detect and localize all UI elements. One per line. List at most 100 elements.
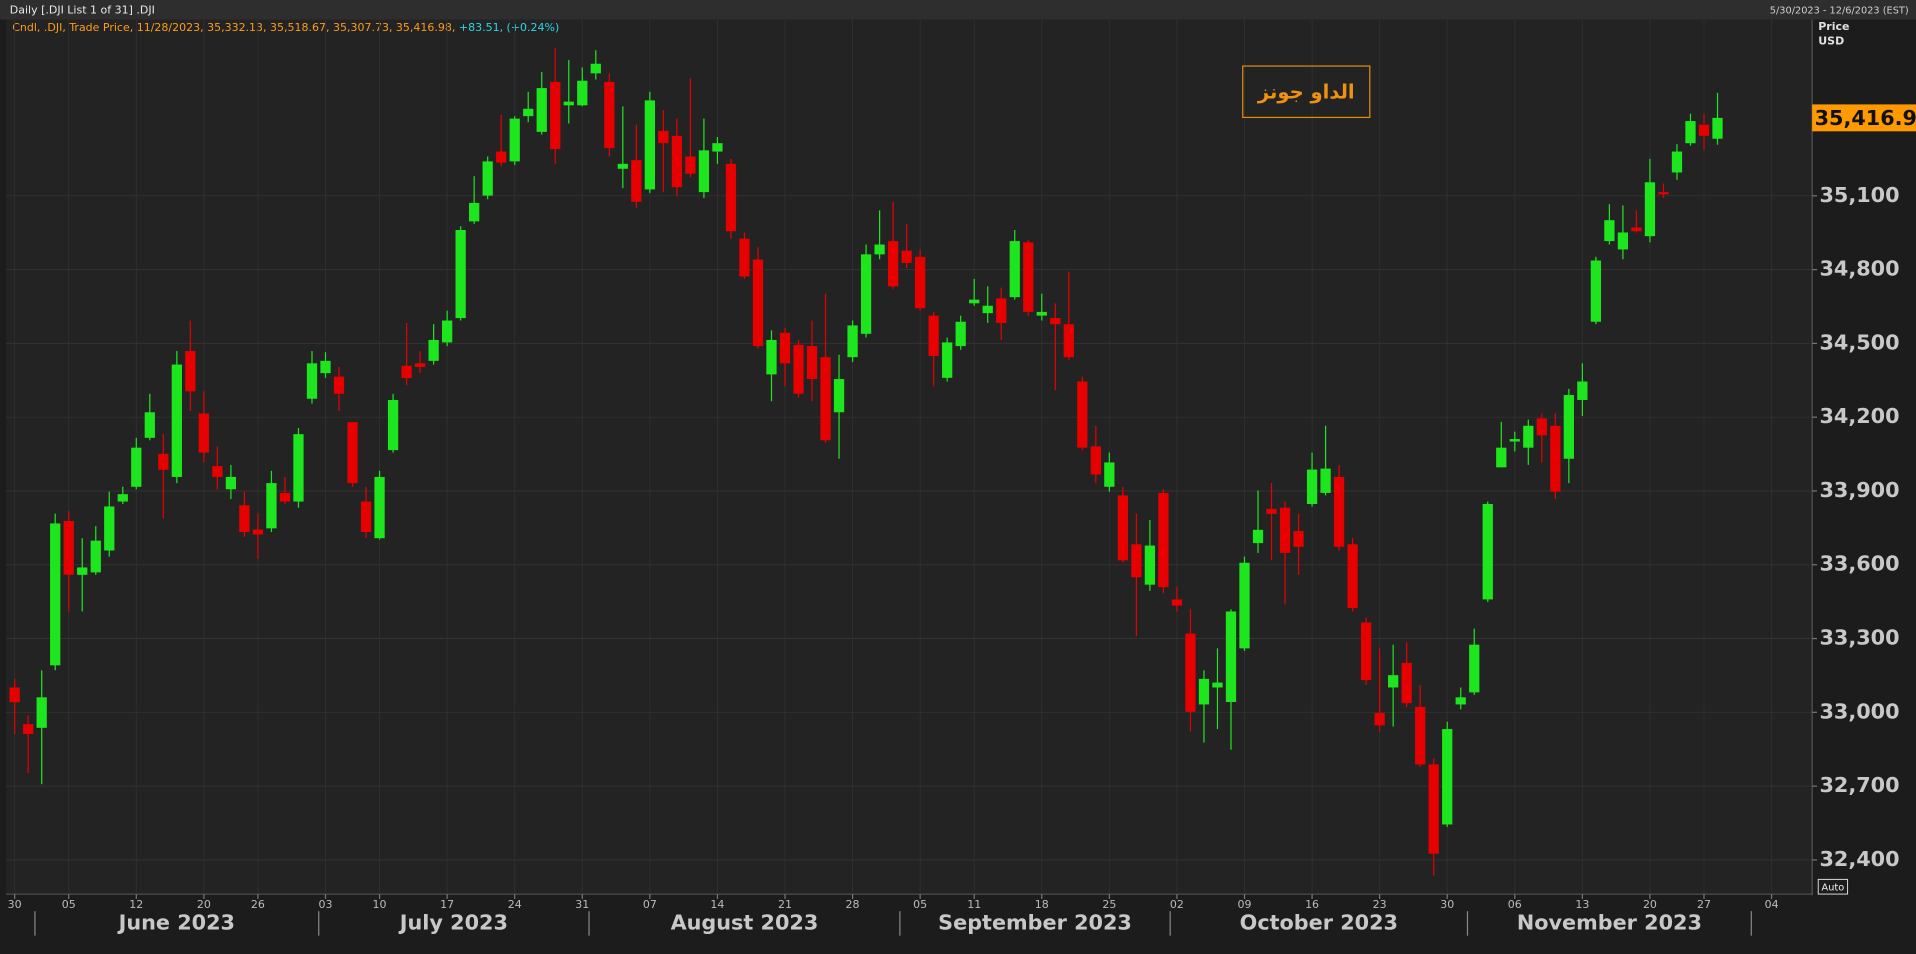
x-tick-label: 10 xyxy=(373,898,387,911)
candle-body xyxy=(496,151,507,163)
candle-body xyxy=(374,476,385,539)
candle-body xyxy=(1293,531,1304,547)
axes: 32,400 32,700 33,000 33,300 33,600 33,900 34,2… xyxy=(8,104,1916,936)
y-tick-label: 32,700 xyxy=(1819,773,1899,797)
candle-body xyxy=(820,357,831,441)
candle-body xyxy=(1617,232,1629,250)
candle-body xyxy=(252,529,264,535)
candle-body xyxy=(604,81,615,149)
candle-body xyxy=(915,256,926,309)
candle-body xyxy=(158,453,169,470)
candle-body xyxy=(1442,729,1453,825)
candle-body xyxy=(1455,697,1466,705)
candle-body xyxy=(671,135,683,188)
candle-body xyxy=(942,342,953,378)
candle-body xyxy=(725,163,737,232)
candle-body xyxy=(1509,439,1520,442)
candle-body xyxy=(1171,599,1183,606)
candle-body xyxy=(1496,447,1507,468)
candle-body xyxy=(50,523,61,666)
candle-body xyxy=(982,305,993,314)
candle-body xyxy=(360,501,372,533)
last-price-label: 35,416.98 xyxy=(1815,106,1916,130)
candle-body xyxy=(996,298,1007,323)
candle-body xyxy=(212,466,223,477)
candle-body xyxy=(1415,706,1426,765)
candle-body xyxy=(306,363,318,399)
annotation-box xyxy=(1242,65,1371,119)
month-label: July 2023 xyxy=(398,910,508,934)
candle-body xyxy=(333,376,345,394)
candle-body xyxy=(279,492,291,502)
change-text: +83.51, (+0.24%) xyxy=(459,21,559,34)
x-tick-label: 05 xyxy=(913,898,927,911)
candle-body xyxy=(752,259,764,347)
candle-body xyxy=(590,63,601,74)
candle-body xyxy=(712,143,723,152)
candle-body xyxy=(469,202,480,222)
candle-body xyxy=(698,150,710,193)
x-tick-label: 09 xyxy=(1237,898,1251,911)
candle-body xyxy=(239,505,250,533)
x-tick-label: 28 xyxy=(846,898,860,911)
candle-body xyxy=(1252,529,1264,544)
candle-body xyxy=(1604,220,1615,242)
candle-body xyxy=(77,567,88,575)
y-tick-label: 33,000 xyxy=(1819,699,1899,723)
candle-body xyxy=(347,422,358,484)
candle-body xyxy=(1239,562,1250,649)
candle-body xyxy=(685,156,696,174)
candle-body xyxy=(104,506,115,551)
candle-body xyxy=(171,364,182,477)
candle-body xyxy=(955,321,966,347)
axis-title: Price xyxy=(1818,20,1849,33)
candle-body xyxy=(1577,381,1588,400)
candle-body xyxy=(1563,395,1574,459)
annotation: الداو جونز xyxy=(1257,80,1355,103)
candle-body xyxy=(644,100,655,190)
candle-body xyxy=(1063,324,1074,358)
y-tick-label: 34,800 xyxy=(1819,257,1899,281)
candle-body xyxy=(1698,124,1710,136)
y-tick-label: 33,300 xyxy=(1819,626,1899,650)
candle-body xyxy=(23,724,34,734)
candle-body xyxy=(1333,476,1345,547)
candle-body xyxy=(387,399,399,451)
candle-body xyxy=(1212,682,1223,688)
candle-body xyxy=(793,344,804,394)
candle-body xyxy=(482,161,493,196)
auto-button-label[interactable]: Auto xyxy=(1822,882,1845,893)
candle-body xyxy=(1482,503,1493,600)
candle-body xyxy=(1671,151,1683,173)
candle-body xyxy=(1401,662,1412,704)
candle-body xyxy=(860,254,872,334)
x-tick-label: 20 xyxy=(197,898,211,911)
candle-body xyxy=(806,346,818,380)
candle-body xyxy=(117,494,128,502)
month-label: November 2023 xyxy=(1517,910,1702,934)
candle-body xyxy=(617,163,628,169)
auto-button[interactable] xyxy=(1817,878,1849,895)
candle-body xyxy=(225,476,237,490)
plot-area xyxy=(6,19,1813,893)
candle-body xyxy=(1306,469,1318,504)
series-info: Cndl, .DJI, Trade Price, 11/28/2023, 35,… xyxy=(12,21,559,34)
x-tick-label: 25 xyxy=(1102,898,1116,911)
x-tick-label: 06 xyxy=(1508,898,1522,911)
candle-body xyxy=(523,108,534,117)
x-tick-label: 03 xyxy=(319,898,333,911)
candle-body xyxy=(1428,764,1439,854)
x-tick-label: 16 xyxy=(1305,898,1319,911)
candle-body xyxy=(1144,545,1156,585)
candle-body xyxy=(198,413,210,453)
candle-body xyxy=(455,230,466,319)
candle-body xyxy=(1347,544,1358,609)
candle-body xyxy=(1644,182,1656,237)
candle-body xyxy=(441,320,453,343)
candle-body xyxy=(131,447,142,487)
y-tick-label: 34,200 xyxy=(1819,404,1899,428)
x-tick-label: 23 xyxy=(1373,898,1387,911)
x-tick-label: 24 xyxy=(508,898,522,911)
candle-body xyxy=(1131,544,1142,578)
